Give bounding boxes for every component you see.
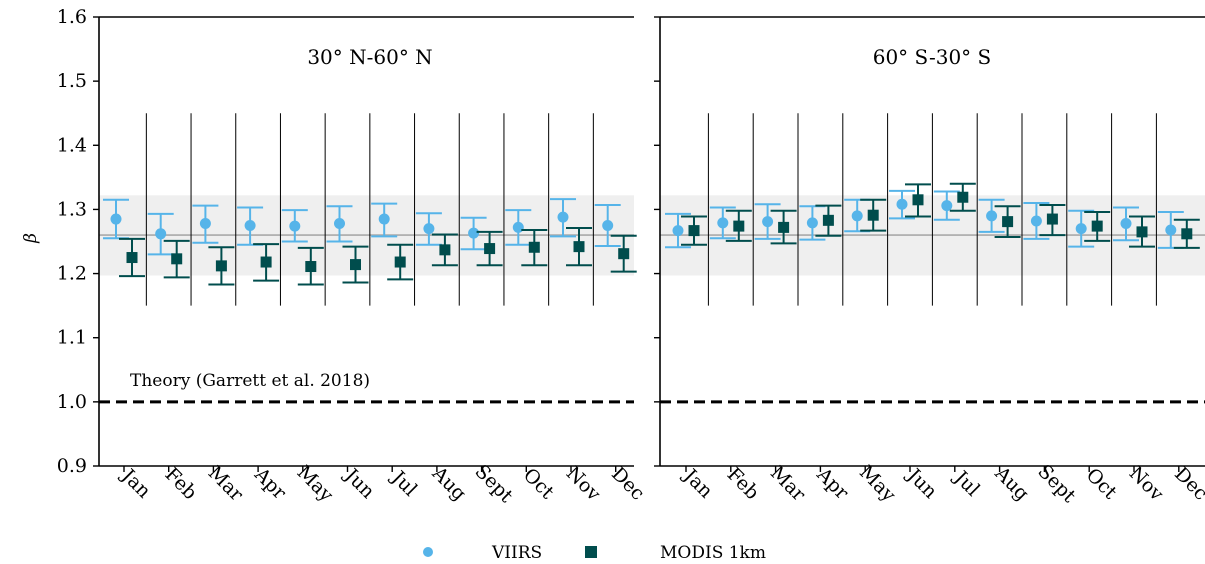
- point-viirs: [155, 228, 167, 240]
- point-modis: [439, 244, 451, 256]
- panel-title-left: 30° N-60° N: [307, 45, 432, 69]
- point-modis: [126, 252, 138, 264]
- x-tick-label: Jul: [386, 465, 421, 500]
- y-tick-label: 1.3: [57, 198, 87, 220]
- x-tick-label: Apr: [249, 463, 291, 505]
- point-modis: [618, 248, 630, 260]
- point-modis: [305, 261, 317, 273]
- y-tick-label: 0.9: [57, 455, 87, 477]
- point-modis: [350, 259, 361, 271]
- x-tick-label: May: [855, 461, 900, 506]
- point-viirs: [896, 198, 908, 210]
- legend: VIIRS MODIS 1km: [423, 543, 766, 563]
- point-modis: [822, 214, 834, 226]
- x-tick-label: Oct: [1082, 464, 1122, 504]
- x-tick-label: Feb: [161, 463, 202, 504]
- x-tick-label: Jun: [339, 463, 379, 503]
- x-tick-label: Nov: [562, 462, 605, 505]
- point-viirs: [334, 218, 345, 230]
- point-modis: [1091, 220, 1103, 232]
- panel-title-right: 60° S-30° S: [873, 45, 992, 69]
- point-viirs: [1120, 218, 1132, 230]
- point-modis: [688, 225, 700, 237]
- point-modis: [1002, 216, 1014, 228]
- x-tick-label: Dec: [1170, 463, 1205, 505]
- point-viirs: [672, 225, 684, 237]
- x-tick-label: Jun: [902, 463, 942, 503]
- point-viirs: [110, 213, 122, 225]
- x-tick-label: Nov: [1125, 462, 1168, 505]
- x-tick-label: Jan: [678, 464, 717, 503]
- point-modis: [1136, 226, 1148, 238]
- point-modis: [260, 256, 272, 268]
- legend-label-modis: MODIS 1km: [660, 543, 766, 563]
- legend-marker-modis: [585, 546, 597, 558]
- point-modis: [1046, 213, 1058, 225]
- x-tick-label: Jul: [949, 465, 984, 500]
- point-viirs: [557, 211, 569, 223]
- x-tick-label: Mar: [204, 462, 248, 506]
- y-tick-label: 1.4: [57, 134, 87, 156]
- point-viirs: [806, 217, 818, 229]
- y-tick-label: 1.2: [57, 263, 87, 285]
- point-viirs: [1075, 223, 1087, 235]
- point-viirs: [423, 223, 435, 235]
- y-tick-label: 1.1: [57, 327, 87, 349]
- x-tick-label: Aug: [990, 462, 1033, 505]
- point-modis: [573, 241, 585, 253]
- point-viirs: [468, 227, 480, 239]
- point-viirs: [1165, 224, 1177, 236]
- point-modis: [215, 260, 227, 272]
- x-tick-label: Aug: [427, 462, 470, 505]
- point-viirs: [378, 213, 390, 225]
- point-modis: [957, 191, 969, 203]
- x-tick-label: Sept: [470, 460, 517, 507]
- point-modis: [733, 220, 745, 232]
- x-tick-label: Sept: [1033, 460, 1080, 507]
- x-tick-label: Oct: [519, 464, 559, 504]
- legend-marker-viirs: [423, 547, 433, 557]
- point-viirs: [512, 221, 524, 233]
- x-tick-label: May: [293, 461, 338, 506]
- point-viirs: [289, 220, 301, 232]
- theory-label: Theory (Garrett et al. 2018): [130, 371, 370, 391]
- x-tick-label: Dec: [607, 463, 649, 505]
- x-tick-label: Jan: [116, 464, 155, 503]
- point-modis: [528, 241, 540, 253]
- point-viirs: [851, 210, 863, 222]
- point-modis: [394, 256, 406, 268]
- legend-label-viirs: VIIRS: [491, 543, 542, 563]
- point-modis: [867, 209, 879, 221]
- x-tick-label: Apr: [812, 463, 854, 505]
- point-viirs: [762, 216, 774, 228]
- panel-right: Jan Feb Mar Apr May Jun Jul Aug Sept Oct Nov Dec 60…: [654, 16, 1205, 507]
- y-tick-label: 1.6: [57, 6, 87, 28]
- point-viirs: [717, 217, 729, 229]
- point-viirs: [199, 218, 211, 230]
- x-tick-label: Feb: [723, 463, 764, 504]
- y-axis-label: β: [21, 233, 41, 244]
- y-tick-label: 1.0: [57, 391, 87, 413]
- point-modis: [912, 194, 924, 206]
- y-tick-label: 1.5: [57, 70, 87, 92]
- point-viirs: [1030, 215, 1042, 227]
- point-modis: [484, 243, 496, 255]
- point-modis: [778, 221, 790, 233]
- point-viirs: [986, 210, 998, 222]
- x-tick-label: Mar: [766, 462, 810, 506]
- point-modis: [1181, 228, 1193, 240]
- point-viirs: [244, 219, 256, 231]
- point-viirs: [602, 219, 614, 231]
- point-modis: [171, 253, 183, 265]
- plot-layer-right: Jan Feb Mar Apr May Jun Jul Aug Sept Oct Nov Dec: [654, 16, 1205, 507]
- point-viirs: [941, 200, 953, 212]
